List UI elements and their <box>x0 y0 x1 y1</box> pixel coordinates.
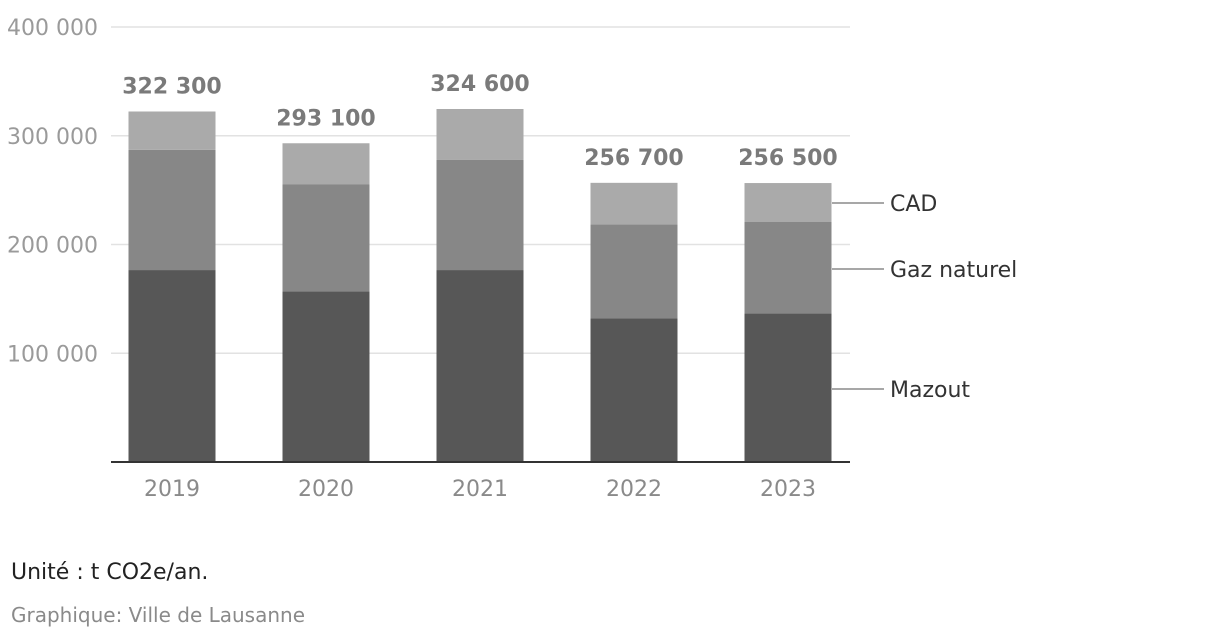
legend-label-cad: CAD <box>890 192 937 217</box>
bar-segment-gaz-naturel-2021 <box>436 159 524 271</box>
bar-segment-mazout-2019 <box>128 270 216 462</box>
total-label: 256 700 <box>584 146 684 171</box>
x-tick-label: 2019 <box>144 477 200 502</box>
total-label: 256 500 <box>738 146 838 171</box>
total-label: 324 600 <box>430 72 530 97</box>
bar-segment-gaz-naturel-2020 <box>282 184 370 292</box>
total-labels: 322 300 293 100 324 600 256 700 256 500 <box>122 72 838 171</box>
x-tick-label: 2023 <box>760 477 816 502</box>
legend-label-gaz-naturel: Gaz naturel <box>890 258 1017 283</box>
bar-segment-cad-2020 <box>282 143 370 185</box>
x-axis-ticks: 2019 2020 2021 2022 2023 <box>144 477 816 502</box>
total-label: 293 100 <box>276 106 376 131</box>
bar-segment-mazout-2021 <box>436 270 524 462</box>
bar-segment-mazout-2022 <box>590 318 678 462</box>
bar-segment-gaz-naturel-2023 <box>744 221 832 314</box>
unit-note: Unité : t CO2e/an. <box>11 560 209 585</box>
bar-segment-cad-2019 <box>128 111 216 150</box>
y-tick-label: 300 000 <box>7 125 98 150</box>
x-tick-label: 2022 <box>606 477 662 502</box>
source-note: Graphique: Ville de Lausanne <box>11 603 306 627</box>
legend: Mazout Gaz naturel CAD <box>832 192 1017 403</box>
total-label: 322 300 <box>122 74 222 99</box>
x-tick-label: 2020 <box>298 477 354 502</box>
y-axis-ticks: 100 000 200 000 300 000 400 000 <box>7 16 98 367</box>
bar-segment-mazout-2023 <box>744 313 832 462</box>
bar-segment-mazout-2020 <box>282 291 370 462</box>
y-tick-label: 400 000 <box>7 16 98 41</box>
x-tick-label: 2021 <box>452 477 508 502</box>
bar-segment-gaz-naturel-2019 <box>128 149 216 271</box>
y-tick-label: 200 000 <box>7 234 98 259</box>
bar-segment-cad-2022 <box>590 182 678 225</box>
bar-segment-cad-2023 <box>744 183 832 222</box>
bars <box>128 108 832 462</box>
bar-segment-gaz-naturel-2022 <box>590 224 678 319</box>
stacked-bar-chart: 100 000 200 000 300 000 400 000 322 300 293 … <box>7 16 1017 502</box>
bar-segment-cad-2021 <box>436 108 524 160</box>
y-tick-label: 100 000 <box>7 342 98 367</box>
legend-label-mazout: Mazout <box>890 378 970 403</box>
